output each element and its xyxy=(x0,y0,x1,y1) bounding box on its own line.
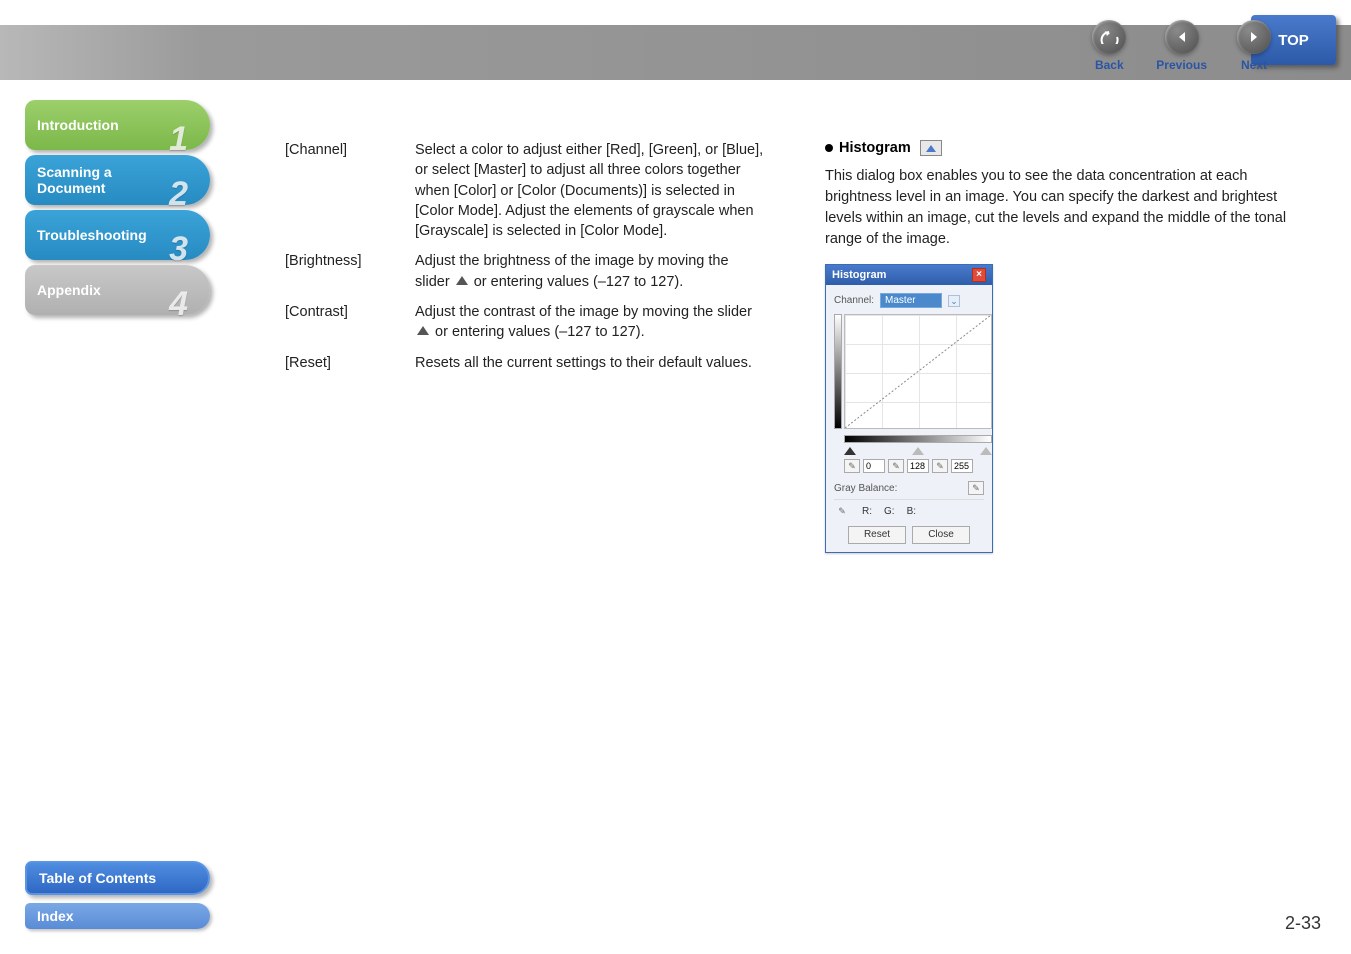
definition-row: [Contrast] Adjust the contrast of the im… xyxy=(285,302,765,343)
main-content: [Channel] Select a color to adjust eithe… xyxy=(285,140,1321,553)
sidebar-item-scanning[interactable]: Scanning a Document 2 xyxy=(25,155,210,205)
def-desc-contrast: Adjust the contrast of the image by movi… xyxy=(415,302,765,343)
sidebar-item-number: 1 xyxy=(169,122,188,156)
dialog-body: Channel: Master ⌄ xyxy=(826,285,992,552)
definition-row: [Reset] Resets all the current settings … xyxy=(285,353,765,373)
def-desc-channel: Select a color to adjust either [Red], [… xyxy=(415,140,765,241)
toc-label: Table of Contents xyxy=(39,870,156,886)
sidebar-item-number: 4 xyxy=(169,287,188,321)
dialog-close-button[interactable]: × xyxy=(972,268,986,282)
left-column: [Channel] Select a color to adjust eithe… xyxy=(285,140,765,553)
def-term-reset: [Reset] xyxy=(285,353,415,373)
dialog-buttons: Reset Close xyxy=(834,526,984,544)
header-bar: Back Previous Next xyxy=(0,25,1351,80)
level-markers xyxy=(844,447,992,455)
channel-row: Channel: Master ⌄ xyxy=(834,293,984,308)
next-label: Next xyxy=(1241,58,1267,72)
level-high-input[interactable]: 255 xyxy=(951,459,973,473)
sidebar-item-troubleshooting[interactable]: Troubleshooting 3 xyxy=(25,210,210,260)
channel-label: Channel: xyxy=(834,295,874,306)
sidebar-item-label: Troubleshooting xyxy=(37,227,147,243)
def-term-brightness: [Brightness] xyxy=(285,251,415,292)
sidebar-item-introduction[interactable]: Introduction 1 xyxy=(25,100,210,150)
def-desc-text: Adjust the contrast of the image by movi… xyxy=(415,304,752,320)
table-of-contents-button[interactable]: Table of Contents xyxy=(25,861,210,895)
index-label: Index xyxy=(37,908,74,924)
sidebar-item-number: 3 xyxy=(169,232,188,266)
gray-balance-label: Gray Balance: xyxy=(834,483,897,494)
gray-balance-row: Gray Balance: ✎ xyxy=(834,481,984,495)
dialog-title-text: Histogram xyxy=(832,269,886,281)
definition-row: [Channel] Select a color to adjust eithe… xyxy=(285,140,765,241)
sidebar-item-number: 2 xyxy=(169,177,188,211)
def-desc-reset: Resets all the current settings to their… xyxy=(415,353,765,373)
def-desc-brightness: Adjust the brightness of the image by mo… xyxy=(415,251,765,292)
back-button[interactable]: Back xyxy=(1092,20,1126,72)
gradient-horizontal xyxy=(844,435,992,443)
slider-triangle-icon xyxy=(456,276,468,285)
histogram-icon xyxy=(920,140,942,156)
back-icon xyxy=(1092,20,1126,54)
right-column: Histogram This dialog box enables you to… xyxy=(825,140,1305,553)
slider-triangle-icon xyxy=(417,326,429,335)
previous-icon xyxy=(1165,20,1199,54)
sidebar-bottom: Table of Contents Index xyxy=(25,861,215,929)
previous-label: Previous xyxy=(1156,58,1207,72)
index-button[interactable]: Index xyxy=(25,903,210,929)
highlight-marker-icon[interactable] xyxy=(980,447,992,455)
definition-row: [Brightness] Adjust the brightness of th… xyxy=(285,251,765,292)
top-label: TOP xyxy=(1278,32,1309,49)
channel-value: Master xyxy=(885,295,916,306)
dialog-close-button[interactable]: Close xyxy=(912,526,970,544)
def-desc-text: or entering values (–127 to 127). xyxy=(470,274,684,290)
histogram-dialog: Histogram × Channel: Master ⌄ xyxy=(825,264,993,553)
chevron-down-icon[interactable]: ⌄ xyxy=(948,295,960,307)
page-number: 2-33 xyxy=(1285,913,1321,934)
dialog-titlebar: Histogram × xyxy=(826,265,992,285)
tone-curve-area[interactable] xyxy=(844,314,992,429)
g-label: G: xyxy=(884,506,895,517)
gradient-vertical xyxy=(834,314,842,429)
sidebar: Introduction 1 Scanning a Document 2 Tro… xyxy=(25,100,215,320)
heading-text: Histogram xyxy=(839,140,911,156)
bullet-icon xyxy=(825,144,833,152)
gray-balance-dropper[interactable]: ✎ xyxy=(968,481,984,495)
def-desc-text: or entering values (–127 to 127). xyxy=(431,324,645,340)
r-label: R: xyxy=(862,506,872,517)
level-low-input[interactable]: 0 xyxy=(863,459,885,473)
b-label: B: xyxy=(907,506,916,517)
sidebar-item-label: Introduction xyxy=(37,117,119,133)
rgb-readout: ✎ R: G: B: xyxy=(834,499,984,518)
channel-select[interactable]: Master xyxy=(880,293,942,308)
sidebar-item-label-l1: Scanning a xyxy=(37,164,112,180)
level-inputs: ✎ 0 ✎ 128 ✎ 255 xyxy=(844,459,984,473)
sidebar-item-label: Scanning a Document xyxy=(37,164,112,196)
white-point-dropper[interactable]: ✎ xyxy=(932,459,948,473)
midtone-marker-icon[interactable] xyxy=(912,447,924,455)
sidebar-item-label-l2: Document xyxy=(37,180,105,196)
def-term-channel: [Channel] xyxy=(285,140,415,241)
sidebar-item-label: Appendix xyxy=(37,282,101,298)
gray-point-dropper[interactable]: ✎ xyxy=(888,459,904,473)
previous-button[interactable]: Previous xyxy=(1156,20,1207,72)
dialog-reset-button[interactable]: Reset xyxy=(848,526,906,544)
shadow-marker-icon[interactable] xyxy=(844,447,856,455)
next-icon xyxy=(1237,20,1271,54)
next-button[interactable]: Next xyxy=(1237,20,1271,72)
section-heading: Histogram xyxy=(825,140,1305,156)
level-mid-input[interactable]: 128 xyxy=(907,459,929,473)
def-term-contrast: [Contrast] xyxy=(285,302,415,343)
back-label: Back xyxy=(1095,58,1124,72)
sidebar-item-appendix[interactable]: Appendix 4 xyxy=(25,265,210,315)
dropper-cursor-icon: ✎ xyxy=(834,504,850,518)
black-point-dropper[interactable]: ✎ xyxy=(844,459,860,473)
histogram-description: This dialog box enables you to see the d… xyxy=(825,166,1305,250)
